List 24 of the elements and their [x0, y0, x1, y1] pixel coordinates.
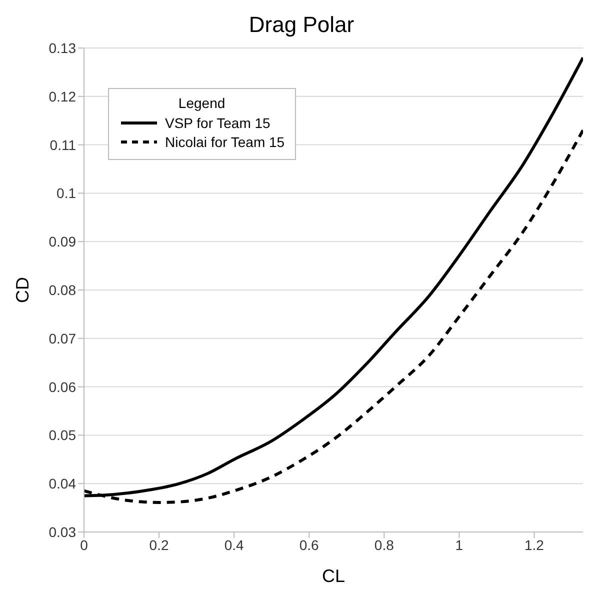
y-tick-label: 0.05 [48, 427, 76, 444]
x-tick-label: 1.2 [524, 536, 544, 553]
x-tick-label: 0.6 [299, 536, 320, 553]
x-tick-label: 0 [80, 536, 88, 553]
y-axis-title: CD [12, 277, 32, 303]
x-tick-label: 0.2 [149, 536, 169, 553]
legend-title: Legend [177, 95, 226, 111]
chart-title: Drag Polar [248, 12, 354, 37]
x-tick-label: 0.4 [224, 536, 244, 553]
y-tick-label: 0.06 [48, 378, 76, 395]
x-tick-label: 0.8 [374, 536, 394, 553]
y-tick-label: 0.11 [50, 136, 76, 153]
y-tick-label: 0.12 [48, 88, 76, 104]
y-tick-label: 0.07 [48, 330, 76, 346]
y-tick-label: 0.1 [56, 185, 76, 202]
y-tick-label: 0.08 [48, 282, 76, 298]
y-tick-label: 0.04 [48, 476, 76, 492]
legend-label: Nicolai for Team 15 [165, 134, 285, 150]
x-tick-label: 1 [455, 536, 464, 553]
legend-label: VSP for Team 15 [165, 115, 270, 131]
y-tick-label: 0.09 [48, 234, 76, 250]
y-tick-label: 0.03 [48, 524, 76, 540]
y-tick-label: 0.13 [48, 40, 76, 56]
x-axis-title: CL [322, 566, 346, 586]
